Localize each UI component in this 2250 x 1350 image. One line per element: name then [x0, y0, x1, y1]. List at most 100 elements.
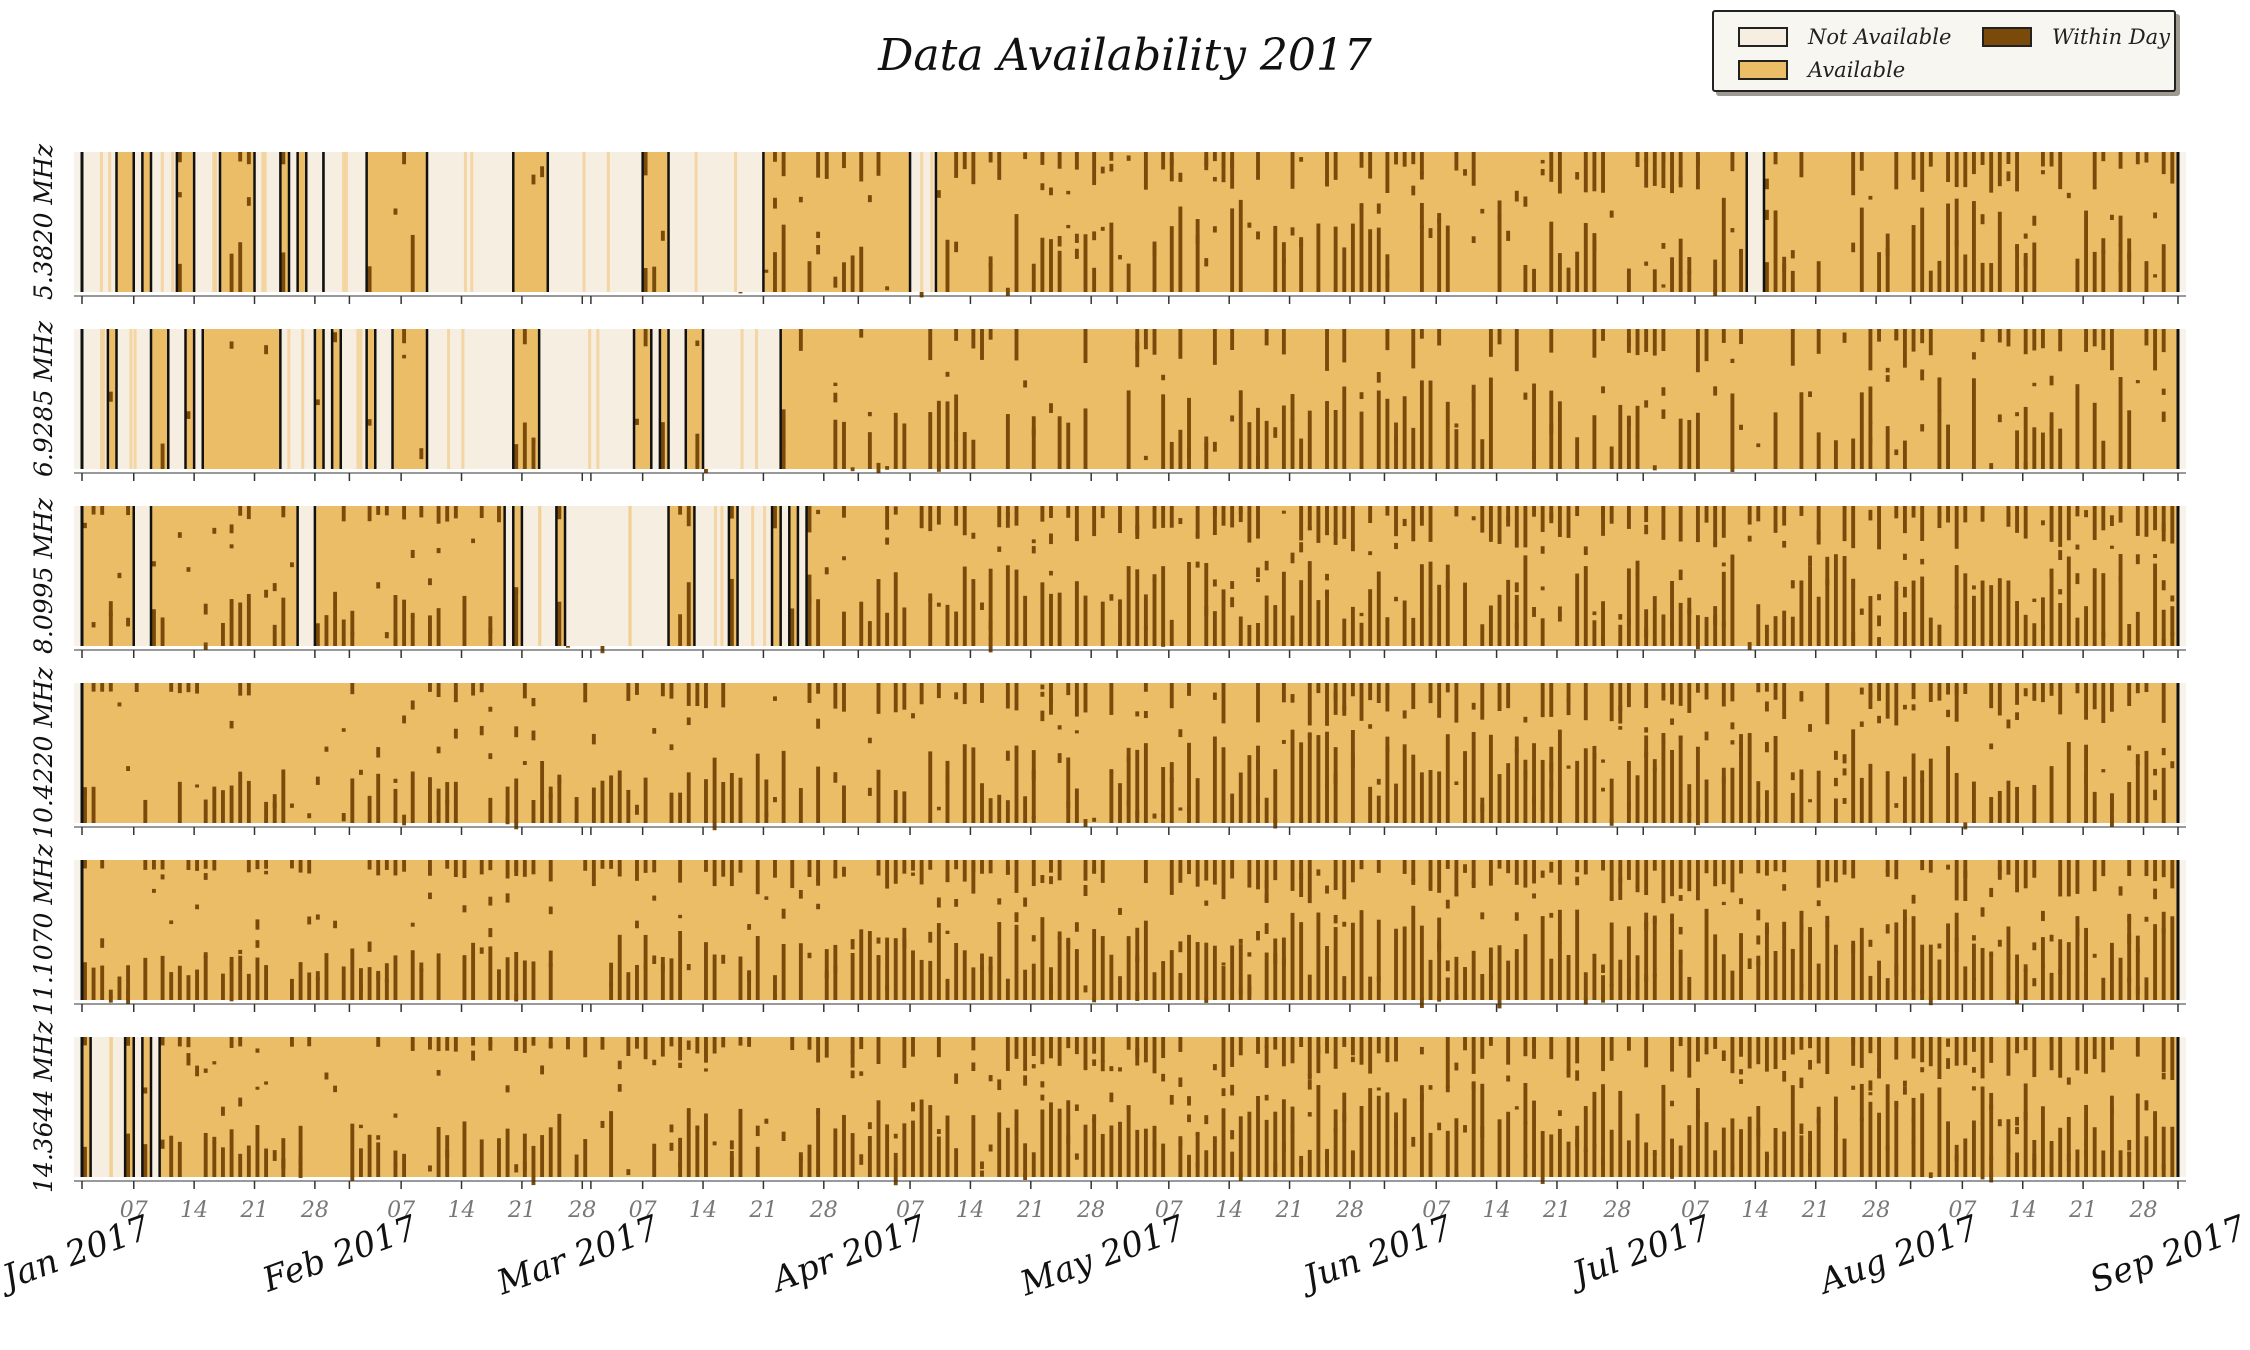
within-day-bar — [1066, 683, 1071, 696]
within-day-bar — [1307, 506, 1312, 531]
within-day-bar — [1851, 1085, 1856, 1090]
within-day-bar — [1342, 1037, 1347, 1047]
legend-swatch-within-day — [1982, 27, 2032, 47]
within-day-bar — [704, 779, 708, 823]
within-day-bar — [1618, 959, 1623, 1000]
within-day-bar — [177, 781, 182, 823]
within-day-bar — [505, 957, 510, 1000]
within-day-bar — [1281, 329, 1286, 355]
within-day-bar — [2015, 601, 2019, 646]
within-day-bar — [453, 506, 458, 519]
within-day-bar — [902, 607, 907, 646]
within-day-bar — [160, 1037, 165, 1046]
within-day-bar — [1411, 754, 1416, 823]
within-day-bar — [1256, 745, 1260, 823]
within-day-bar — [1333, 506, 1338, 545]
within-day-bar — [885, 286, 890, 291]
not-available-block — [427, 152, 514, 292]
within-day-bar — [195, 969, 200, 1000]
minor-tick-label: 14 — [1483, 1198, 1511, 1223]
within-day-bar — [1368, 1037, 1373, 1074]
within-day-bar — [2170, 860, 2175, 889]
within-day-bar — [1816, 860, 1821, 888]
within-day-bar — [1963, 822, 1968, 830]
within-day-bar — [1437, 213, 1442, 292]
within-day-bar — [453, 683, 458, 703]
within-day-bar — [341, 506, 346, 522]
within-day-bar — [833, 392, 838, 403]
within-day-bar — [2101, 329, 2106, 351]
within-day-bar — [1601, 152, 1605, 193]
within-day-bar — [876, 1037, 881, 1064]
within-day-bar — [2040, 1106, 2045, 1177]
not-available-streak — [740, 329, 744, 469]
within-day-bar — [1152, 1037, 1157, 1074]
within-day-bar — [1799, 506, 1804, 516]
within-day-bar — [1109, 769, 1114, 774]
within-day-bar — [1178, 329, 1183, 359]
within-day-bar — [747, 1037, 752, 1047]
within-day-bar — [1118, 1067, 1122, 1072]
within-day-bar — [324, 1072, 329, 1080]
within-day-bar — [1566, 506, 1571, 538]
within-day-bar — [1609, 1129, 1614, 1134]
within-day-bar — [1937, 624, 1942, 646]
within-day-bar — [1325, 885, 1329, 894]
within-day-bar — [2015, 152, 2019, 192]
within-day-bar — [1532, 743, 1536, 823]
within-day-bar — [2135, 754, 2140, 823]
within-day-bar — [2127, 238, 2132, 292]
within-day-bar — [945, 1115, 950, 1177]
within-day-bar — [962, 432, 967, 469]
within-day-bar — [738, 777, 743, 823]
within-day-bar — [1635, 405, 1640, 469]
within-day-bar — [1670, 1100, 1674, 1107]
within-day-bar — [2127, 410, 2132, 469]
within-day-bar — [686, 1040, 691, 1050]
within-day-bar — [1497, 329, 1502, 345]
within-day-bar — [876, 860, 881, 876]
within-day-bar — [945, 463, 950, 468]
within-day-bar — [1031, 263, 1036, 269]
within-day-bar — [1437, 218, 1442, 224]
within-day-bar — [1014, 745, 1019, 823]
within-day-bar — [807, 1037, 812, 1050]
within-day-bar — [2161, 329, 2166, 353]
within-day-bar — [2066, 1077, 2071, 1085]
within-day-bar — [816, 509, 821, 515]
not-available-streak — [713, 506, 717, 646]
within-day-bar — [1963, 254, 1968, 292]
within-day-bar — [255, 1048, 260, 1053]
within-day-bar — [2144, 152, 2149, 163]
within-day-bar — [1704, 908, 1709, 913]
within-day-bar — [1799, 1123, 1804, 1135]
within-day-bar — [2101, 1150, 2106, 1177]
within-day-bar — [1394, 152, 1398, 165]
within-day-bar — [505, 817, 510, 825]
within-day-bar — [1661, 1084, 1666, 1177]
within-day-bar — [1187, 449, 1191, 459]
within-day-bar — [410, 549, 415, 558]
within-day-bar — [91, 683, 96, 692]
within-day-bar — [842, 556, 846, 561]
within-day-bar — [1359, 612, 1364, 617]
within-day-bar — [1842, 860, 1847, 875]
within-day-bar — [1868, 437, 1873, 444]
within-day-bar — [2058, 683, 2063, 715]
within-day-bar — [1808, 1153, 1812, 1157]
within-day-bar — [1601, 507, 1605, 517]
within-day-bar — [824, 567, 829, 575]
within-day-bar — [1135, 1047, 1140, 1057]
within-day-bar — [1644, 158, 1649, 162]
within-day-bar — [1307, 1112, 1312, 1117]
within-day-bar — [635, 683, 639, 695]
within-day-bar — [1290, 729, 1295, 823]
within-day-bar — [1575, 251, 1580, 292]
within-day-bar — [1506, 960, 1511, 1000]
within-day-bar — [1704, 1046, 1709, 1052]
within-day-bar — [764, 1118, 769, 1124]
within-day-bar — [1497, 683, 1502, 712]
within-day-bar — [1247, 755, 1252, 823]
within-day-bar — [177, 263, 182, 292]
within-day-bar — [1557, 606, 1562, 616]
